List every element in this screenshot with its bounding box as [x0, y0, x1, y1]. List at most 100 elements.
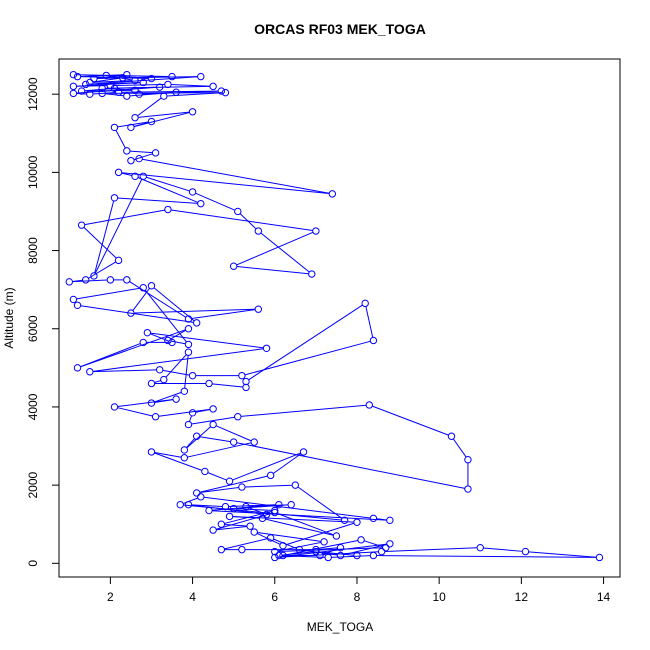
data-point [201, 467, 209, 476]
data-point [168, 72, 176, 81]
series-segment [154, 391, 182, 403]
series-segment [158, 408, 211, 417]
series-segment [184, 355, 189, 389]
data-point [271, 508, 279, 517]
data-point [242, 383, 250, 392]
series-segment [191, 309, 256, 320]
data-point [369, 336, 378, 345]
data-point [369, 514, 378, 523]
data-point [184, 340, 193, 349]
series-segment [92, 77, 120, 83]
data-point [316, 551, 324, 560]
data-point [266, 534, 275, 542]
data-point [127, 123, 135, 132]
y-axis: 0 2000 4000 6000 8000 10000 12000 [26, 77, 60, 567]
y-tick-label: 6000 [26, 315, 40, 342]
series-segment [203, 496, 371, 519]
data-point [234, 413, 242, 421]
y-axis-label: Altitude (m) [2, 287, 16, 348]
data-point [205, 506, 213, 515]
series-segment [137, 177, 199, 203]
data-point [271, 506, 279, 515]
x-tick-label: 10 [432, 590, 446, 604]
data-point [151, 149, 160, 157]
x-axis: 2 4 6 8 10 12 14 [107, 576, 611, 604]
series-segment [232, 516, 354, 523]
data-point [192, 319, 201, 327]
data-point [73, 364, 82, 372]
data-point [123, 147, 131, 155]
data-point [73, 301, 82, 309]
series-segment [365, 306, 374, 338]
data-point [114, 88, 123, 96]
y-tick-label: 0 [26, 560, 40, 567]
data-point [229, 262, 238, 270]
data-point [127, 309, 135, 317]
series-segment [72, 279, 108, 283]
series-segment [150, 332, 264, 349]
series-segment [224, 538, 268, 550]
data-point [180, 446, 189, 454]
plot-frame [58, 58, 621, 578]
series-segment [134, 308, 256, 314]
series-segment [273, 538, 297, 549]
data-point [86, 78, 94, 87]
data-point [209, 82, 217, 91]
data-point [308, 270, 316, 278]
data-point [65, 278, 73, 286]
data-point [521, 547, 530, 556]
series-points [65, 70, 604, 562]
x-tick-label: 2 [107, 590, 114, 604]
data-point [205, 379, 213, 388]
series-segment [186, 438, 195, 448]
data-point [353, 518, 361, 526]
series-segment [199, 436, 231, 443]
series-segment [117, 197, 198, 204]
data-point [250, 528, 258, 536]
data-point [110, 123, 119, 132]
series-segment [138, 111, 190, 118]
data-point [357, 536, 365, 544]
series-segment [189, 415, 192, 422]
data-point [271, 553, 279, 562]
data-point [324, 553, 332, 562]
data-point [143, 328, 152, 337]
data-point [131, 113, 139, 122]
data-point [197, 493, 205, 501]
data-point [114, 256, 123, 265]
data-point [234, 207, 242, 216]
data-point [279, 542, 287, 550]
data-point [386, 540, 394, 548]
series-segment [84, 88, 112, 92]
data-point [242, 502, 250, 511]
series-segment [76, 85, 108, 87]
series-segment [80, 305, 194, 323]
series-segment [154, 452, 203, 471]
data-point [464, 485, 472, 493]
data-point [147, 282, 156, 290]
series-segment [105, 93, 124, 97]
series-segment [92, 91, 116, 95]
data-point [123, 92, 131, 100]
series-segment [195, 409, 211, 413]
data-point [180, 454, 189, 462]
data-point [197, 72, 205, 81]
series-segment [109, 75, 132, 81]
data-point [365, 401, 373, 409]
series-segment [191, 416, 235, 425]
series-segment [528, 551, 597, 558]
series-segment [265, 518, 334, 536]
data-point [209, 420, 217, 429]
series-segment [216, 512, 272, 530]
data-point [238, 371, 246, 380]
data-point [246, 522, 254, 530]
data-point [114, 168, 123, 177]
series-segment [146, 176, 190, 192]
data-point [106, 276, 115, 284]
data-point [86, 368, 94, 376]
series-segment [240, 404, 367, 417]
series-segment [236, 504, 289, 509]
series-segment [272, 453, 302, 474]
series-segment [142, 158, 330, 194]
